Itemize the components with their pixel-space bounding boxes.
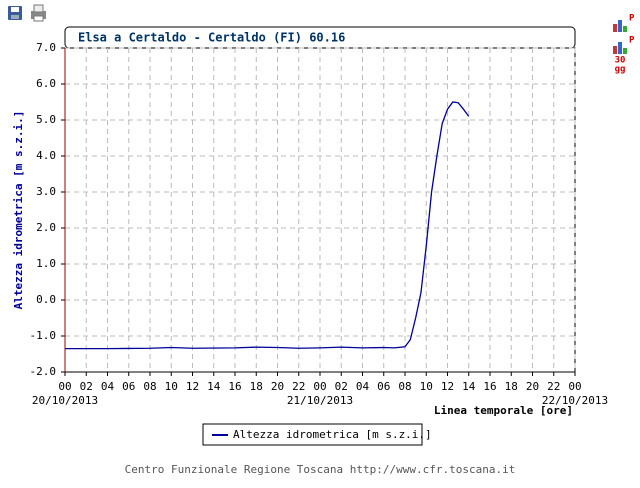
x-tick-label: 18	[505, 380, 518, 393]
x-tick-label: 20	[526, 380, 539, 393]
date-label: 22/10/2013	[542, 394, 608, 407]
data-line	[65, 101, 470, 350]
x-tick-label: 22	[547, 380, 560, 393]
y-tick-label: 1.0	[36, 257, 56, 270]
x-tick-label: 06	[122, 380, 135, 393]
footer: Centro Funzionale Regione Toscana http:/…	[125, 463, 516, 476]
x-tick-label: 14	[207, 380, 221, 393]
x-tick-label: 02	[80, 380, 93, 393]
x-tick-label: 10	[420, 380, 433, 393]
y-tick-label: 5.0	[36, 113, 56, 126]
x-axis-label: Linea temporale [ore]	[434, 404, 573, 417]
y-tick-label: 7.0	[36, 41, 56, 54]
y-tick-label: -1.0	[30, 329, 57, 342]
x-tick-label: 04	[356, 380, 370, 393]
x-tick-label: 16	[228, 380, 241, 393]
x-tick-label: 00	[313, 380, 326, 393]
x-tick-label: 10	[165, 380, 178, 393]
print-icon[interactable]	[31, 4, 46, 22]
y-tick-label: 2.0	[36, 221, 56, 234]
legend	[202, 423, 423, 446]
y-tick-label: 3.0	[36, 185, 56, 198]
chart-title: Elsa a Certaldo - Certaldo (FI) 60.16	[78, 31, 345, 45]
x-tick-label: 00	[58, 380, 71, 393]
x-tick-label: 22	[292, 380, 305, 393]
icon-label: P	[629, 14, 635, 24]
y-axis-label: Altezza idrometrica [m s.z.i.]	[12, 111, 25, 310]
legend-label: Altezza idrometrica [m s.z.i.]	[233, 428, 432, 441]
x-tick-label: 02	[335, 380, 348, 393]
icon-label: gg	[615, 65, 626, 75]
x-tick-label: 12	[441, 380, 454, 393]
y-tick-label: 6.0	[36, 77, 56, 90]
chart-30-icon[interactable]: P 30 gg	[613, 36, 635, 75]
x-tick-label: 18	[250, 380, 263, 393]
x-tick-label: 16	[483, 380, 496, 393]
y-tick-label: 4.0	[36, 149, 56, 162]
y-tick-label: -2.0	[30, 365, 57, 378]
chart-icon[interactable]: P	[613, 14, 635, 33]
y-tick-label: 0.0	[36, 293, 56, 306]
x-tick-label: 06	[377, 380, 390, 393]
x-tick-label: 14	[462, 380, 476, 393]
date-label: 21/10/2013	[287, 394, 353, 407]
x-tick-label: 20	[271, 380, 284, 393]
icon-label: P	[629, 36, 635, 46]
date-label: 20/10/2013	[32, 394, 98, 407]
save-icon[interactable]	[8, 6, 22, 20]
x-tick-label: 08	[143, 380, 156, 393]
x-tick-label: 00	[568, 380, 581, 393]
x-tick-label: 08	[398, 380, 411, 393]
icon-label: 30	[615, 56, 626, 66]
x-tick-label: 04	[101, 380, 115, 393]
x-tick-label: 12	[186, 380, 199, 393]
